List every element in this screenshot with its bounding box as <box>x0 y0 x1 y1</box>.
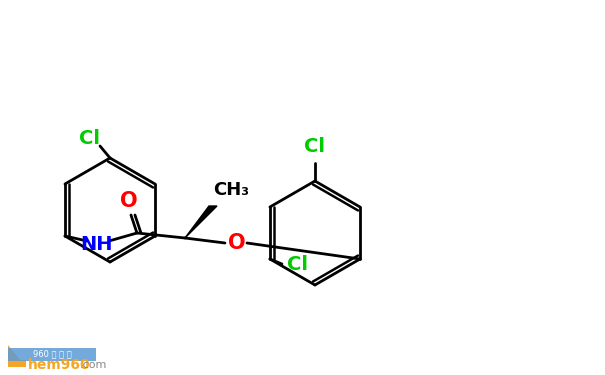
Text: Cl: Cl <box>79 129 100 147</box>
Text: 960 化 工 网: 960 化 工 网 <box>33 350 71 358</box>
Text: O: O <box>228 233 246 253</box>
Text: hem960: hem960 <box>28 358 91 372</box>
Text: .com: .com <box>80 360 107 370</box>
Text: NH: NH <box>80 234 113 254</box>
Polygon shape <box>8 345 26 367</box>
Text: Cl: Cl <box>287 255 309 273</box>
Polygon shape <box>185 206 217 238</box>
Text: Cl: Cl <box>304 138 325 156</box>
FancyBboxPatch shape <box>8 348 96 361</box>
Text: O: O <box>120 191 138 211</box>
FancyBboxPatch shape <box>8 360 26 367</box>
Text: CH₃: CH₃ <box>213 181 249 199</box>
